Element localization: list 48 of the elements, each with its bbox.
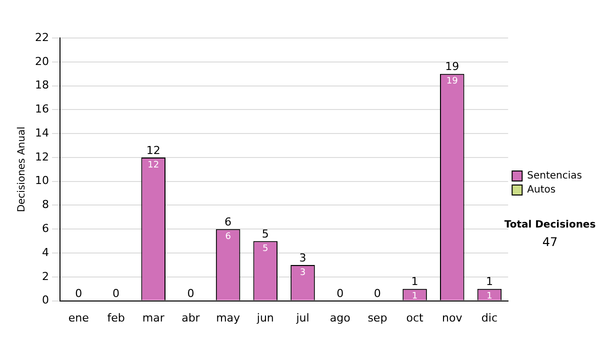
total-label: 12 (146, 144, 160, 157)
x-tick-label: ago (330, 311, 351, 324)
data-label: 3 (300, 268, 306, 278)
y-tick-label: 14 (34, 126, 49, 140)
x-tick-label: sep (368, 311, 388, 324)
y-tick-label: 12 (34, 150, 49, 164)
y-tick-label: 18 (34, 78, 49, 92)
total-label: 6 (224, 215, 232, 228)
y-tick-label: 16 (34, 102, 49, 116)
y-tick-label: 20 (34, 54, 49, 68)
total-label: 1 (486, 275, 493, 288)
x-tick-label: ene (68, 311, 90, 324)
data-label: 6 (225, 232, 232, 242)
x-tick-label: feb (107, 311, 125, 324)
text: 47 (542, 235, 558, 250)
total-label: 1 (411, 275, 418, 288)
y-tick-label: 2 (42, 270, 49, 283)
x-tick-label: nov (442, 311, 463, 324)
data-label: 12 (148, 160, 160, 170)
y-tick-label: 0 (42, 294, 49, 307)
x-tick-label: jun (256, 311, 274, 324)
data-label: 1 (412, 292, 418, 302)
total-label: 5 (262, 227, 269, 240)
total-label: 0 (187, 287, 194, 300)
total-label: 0 (336, 287, 344, 300)
x-tick-label: dic (481, 311, 498, 324)
total-label: 19 (445, 60, 460, 74)
x-tick-label: oct (406, 311, 424, 324)
data-label: 5 (262, 244, 268, 254)
y-tick-label: 4 (42, 246, 49, 259)
y-tick-label: 6 (42, 222, 49, 235)
x-tick-label: mar (142, 311, 165, 324)
y-tick-label: 8 (42, 198, 49, 212)
data-label: 1 (486, 292, 492, 302)
legend-label: Sentencias (527, 170, 582, 182)
total-label: 0 (374, 287, 381, 300)
x-tick-label: may (216, 311, 241, 324)
y-tick-label: 22 (34, 30, 49, 44)
total-label: 3 (299, 251, 306, 264)
legend-label: Autos (527, 184, 556, 196)
y-axis-title: Decisiones Anual (16, 126, 28, 212)
x-tick-label: abr (182, 311, 200, 324)
total-label: 0 (75, 287, 82, 300)
y-tick-label: 10 (34, 174, 49, 188)
total-label: 0 (112, 287, 120, 300)
x-tick-label: jul (295, 311, 310, 324)
data-label: 19 (446, 76, 458, 87)
annotation: Total Decisiones (504, 220, 596, 231)
